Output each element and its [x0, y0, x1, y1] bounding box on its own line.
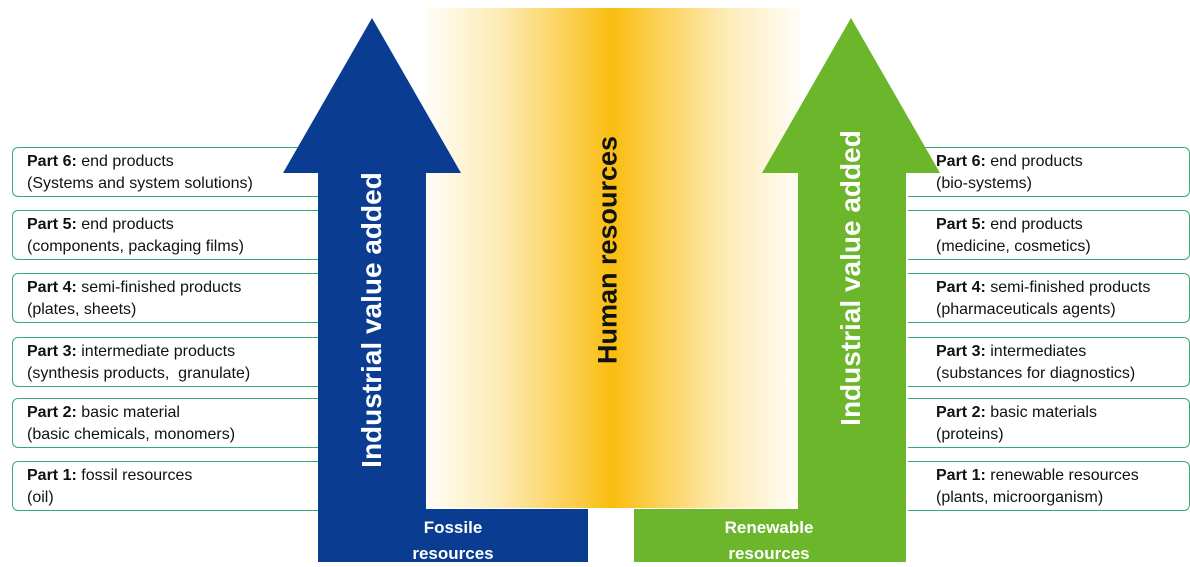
- right-item-part-5: Part 5: end products (medicine, cosmetic…: [908, 210, 1190, 260]
- right-item-part-4-detail: (pharmaceuticals agents): [936, 301, 1116, 318]
- right-item-part-2-title: basic materials: [990, 404, 1097, 421]
- right-item-part-1-number: Part 1:: [936, 467, 986, 484]
- right-item-part-3-detail: (substances for diagnostics): [936, 365, 1136, 382]
- right-item-part-6-number: Part 6:: [936, 153, 986, 170]
- right-item-part-6: Part 6: end products (bio-systems): [908, 147, 1190, 197]
- left-item-part-4-number: Part 4:: [27, 279, 77, 296]
- right-item-part-3-title: intermediates: [990, 343, 1087, 360]
- left-item-part-1-detail: (oil): [27, 489, 54, 506]
- left-arrow-label: Industrial value added: [356, 172, 387, 468]
- left-item-part-2-detail: (basic chemicals, monomers): [27, 426, 236, 443]
- left-item-part-2-title: basic material: [81, 404, 180, 421]
- left-item-part-4: Part 4: semi-finished products (plates, …: [12, 273, 318, 323]
- left-item-part-6-number: Part 6:: [27, 153, 77, 170]
- right-item-part-5-number: Part 5:: [936, 216, 986, 233]
- right-item-part-1-title: renewable resources: [990, 467, 1139, 484]
- left-item-part-5: Part 5: end products (components, packag…: [12, 210, 318, 260]
- right-item-part-2-detail: (proteins): [936, 426, 1004, 443]
- right-item-part-5-detail: (medicine, cosmetics): [936, 238, 1091, 255]
- right-arrow-label: Industrial value added: [835, 130, 866, 426]
- fossil-value-arrow: [283, 18, 588, 562]
- left-item-part-5-title: end products: [81, 216, 174, 233]
- right-item-part-4-title: semi-finished products: [990, 279, 1151, 296]
- left-item-part-4-detail: (plates, sheets): [27, 301, 137, 318]
- renewable-resources-line1: Renewable: [724, 518, 814, 537]
- left-item-part-3-number: Part 3:: [27, 343, 77, 360]
- left-item-part-1-title: fossil resources: [81, 467, 193, 484]
- left-item-part-6-title: end products: [81, 153, 174, 170]
- left-item-part-2: Part 2: basic material (basic chemicals,…: [12, 398, 318, 448]
- left-item-part-4-title: semi-finished products: [81, 279, 242, 296]
- right-item-part-2-number: Part 2:: [936, 404, 986, 421]
- right-item-part-6-title: end products: [990, 153, 1083, 170]
- right-item-part-1-detail: (plants, microorganism): [936, 489, 1104, 506]
- left-item-part-1-number: Part 1:: [27, 467, 77, 484]
- fossile-resources-label: Fossile resources: [398, 515, 508, 567]
- renewable-resources-line2: resources: [728, 544, 810, 563]
- left-item-part-5-detail: (components, packaging films): [27, 238, 244, 255]
- right-item-part-3-number: Part 3:: [936, 343, 986, 360]
- fossile-resources-line2: resources: [412, 544, 494, 563]
- fossile-resources-line1: Fossile: [423, 518, 483, 537]
- left-item-part-6-detail: (Systems and system solutions): [27, 175, 253, 192]
- renewable-resources-label: Renewable resources: [714, 515, 824, 567]
- right-item-part-5-title: end products: [990, 216, 1083, 233]
- right-item-part-4: Part 4: semi-finished products (pharmace…: [908, 273, 1190, 323]
- right-item-part-3: Part 3: intermediates (substances for di…: [908, 337, 1190, 387]
- right-item-part-2: Part 2: basic materials (proteins): [908, 398, 1190, 448]
- renewable-value-arrow: [634, 18, 940, 562]
- right-item-part-4-number: Part 4:: [936, 279, 986, 296]
- human-resources-band: [425, 8, 800, 562]
- left-item-part-2-number: Part 2:: [27, 404, 77, 421]
- left-item-part-6: Part 6: end products (Systems and system…: [12, 147, 318, 197]
- right-item-part-6-detail: (bio-systems): [936, 175, 1033, 192]
- left-item-part-3: Part 3: intermediate products (synthesis…: [12, 337, 318, 387]
- left-item-part-3-title: intermediate products: [81, 343, 236, 360]
- left-item-part-3-detail: (synthesis products, granulate): [27, 365, 251, 382]
- right-item-part-1: Part 1: renewable resources (plants, mic…: [908, 461, 1190, 511]
- left-item-part-5-number: Part 5:: [27, 216, 77, 233]
- left-item-part-1: Part 1: fossil resources (oil): [12, 461, 318, 511]
